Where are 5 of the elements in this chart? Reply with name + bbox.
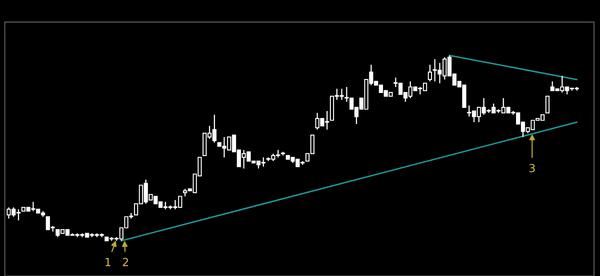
candlestick: [428, 64, 432, 82]
text: 1: [106, 258, 110, 266]
annotation: 3: [529, 164, 535, 172]
candlestick: [545, 96, 550, 114]
text: 2: [122, 258, 128, 266]
